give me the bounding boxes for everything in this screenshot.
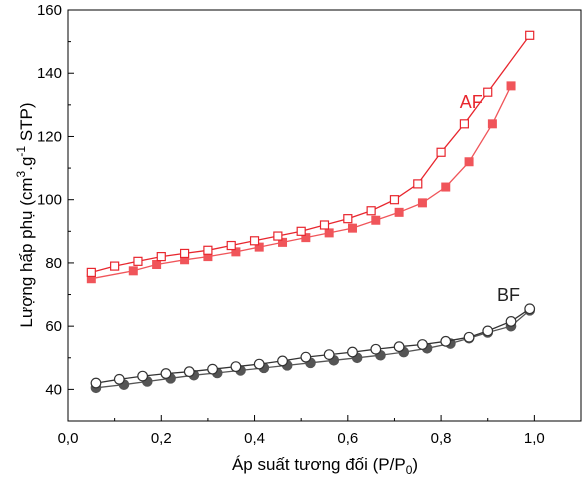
data-point (253, 358, 265, 370)
y-axis-label: Lượng hấp phụ (cm3.g-1 STP) (14, 102, 36, 327)
y-axis-label-superscript-neg1: -1 (14, 146, 28, 157)
data-point (436, 147, 446, 157)
y-tick-label: 100 (37, 192, 62, 209)
data-point (505, 316, 517, 327)
x-axis-label-subscript: 0 (406, 463, 413, 477)
data-point (440, 335, 452, 347)
data-point (323, 349, 335, 361)
data-point (483, 87, 493, 97)
data-point (278, 237, 288, 247)
data-point (417, 339, 428, 350)
plot-frame (67, 9, 582, 422)
data-point (249, 236, 260, 246)
data-point (273, 231, 283, 241)
data-point (231, 247, 241, 257)
y-tick-label: 140 (37, 65, 62, 82)
y-tick-label: 80 (45, 255, 62, 272)
x-tick-label: 0,6 (337, 430, 358, 447)
data-point (343, 214, 353, 224)
x-tick-label: 1,0 (524, 430, 545, 447)
data-point (300, 351, 312, 363)
data-point (525, 30, 535, 40)
data-point (226, 240, 236, 251)
series-bf-desorption (90, 303, 536, 389)
data-point (160, 368, 172, 379)
data-point (301, 233, 311, 243)
data-point (459, 119, 470, 129)
y-tick-label: 120 (37, 128, 62, 145)
x-axis-label-end: ) (412, 455, 418, 474)
data-point (417, 198, 427, 208)
data-point (230, 361, 242, 373)
data-point (389, 195, 400, 205)
x-tick-label: 0,4 (244, 430, 265, 447)
y-tick-label: 160 (37, 2, 62, 19)
data-point (463, 331, 475, 343)
data-point (506, 81, 516, 91)
y-tick-label: 40 (45, 381, 62, 398)
series-af-adsorption (86, 81, 516, 284)
axis-ticks: 0,0 0,2 0,4 0,6 0,8 1,0 40 60 80 100 120 140 160 (37, 2, 582, 447)
annotation-layer: AF BF (460, 92, 520, 305)
y-tick-label: 60 (45, 318, 62, 335)
data-point (156, 252, 166, 262)
y-axis-label-main: Lượng hấp phụ (cm (17, 177, 36, 327)
data-point (371, 215, 381, 225)
data-point (152, 260, 162, 270)
series-line (95, 309, 531, 389)
data-point (203, 245, 213, 255)
data-point (90, 377, 102, 389)
data-point (366, 206, 376, 216)
data-point (128, 266, 138, 276)
data-point (393, 341, 405, 353)
data-point (394, 207, 404, 217)
data-point (413, 179, 423, 189)
x-tick-label: 0,8 (431, 430, 452, 447)
data-point (319, 220, 330, 230)
data-point (487, 119, 497, 129)
x-axis-label-main: Áp suất tương đối (P/P (232, 455, 406, 474)
series-line (91, 85, 512, 280)
data-point (347, 346, 358, 358)
y-axis-label-unit: .g (17, 157, 36, 171)
data-point (524, 303, 536, 315)
x-tick-label: 0,0 (58, 430, 79, 447)
data-point (441, 182, 451, 192)
series-label-bf: BF (497, 285, 520, 305)
data-point (179, 248, 190, 259)
data-point (113, 373, 125, 385)
series-label-af: AF (460, 92, 483, 112)
x-tick-label: 0,2 (151, 430, 172, 447)
x-axis-label: Áp suất tương đối (P/P0) (232, 455, 418, 477)
series-layer (86, 30, 536, 394)
y-axis-label-end: STP) (17, 102, 36, 145)
series-bf-adsorption (90, 305, 536, 394)
data-point (137, 370, 149, 382)
series-af-desorption (86, 30, 535, 278)
data-point (110, 261, 120, 271)
data-point (370, 343, 382, 355)
data-point (347, 223, 357, 233)
data-point (86, 267, 96, 278)
data-point (482, 325, 494, 337)
data-point (296, 226, 306, 236)
data-point (277, 355, 288, 367)
data-point (133, 256, 143, 266)
data-point (324, 228, 334, 238)
data-point (464, 157, 474, 167)
data-point (183, 366, 195, 378)
y-axis-label-superscript-3: 3 (14, 170, 28, 177)
data-point (207, 363, 218, 375)
data-point (254, 242, 264, 252)
